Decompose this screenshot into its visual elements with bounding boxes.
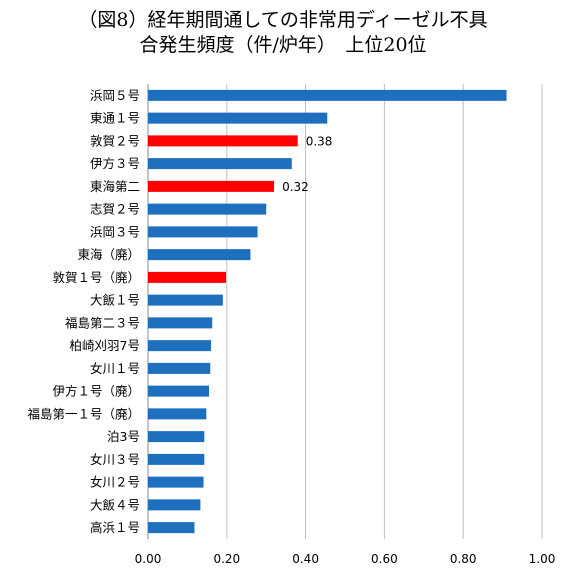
- bar: [148, 453, 205, 465]
- category-label: 大飯４号: [90, 497, 140, 512]
- x-tick-label: 1.00: [529, 552, 556, 566]
- bar: [148, 340, 212, 352]
- bar: [148, 135, 298, 147]
- category-label: 浜岡３号: [90, 224, 140, 239]
- category-label: 女川２号: [90, 475, 140, 490]
- category-label: 東海（廃）: [77, 247, 140, 262]
- bar: [148, 89, 507, 101]
- data-label: 0.32: [282, 180, 309, 194]
- x-tick-label: 0.80: [450, 552, 477, 566]
- bar: [148, 271, 227, 283]
- category-label: 浜岡５号: [90, 88, 140, 103]
- bar: [148, 294, 223, 306]
- x-tick-label: 0.60: [371, 552, 398, 566]
- bar: [148, 317, 213, 329]
- bar: [148, 408, 207, 420]
- category-label: 伊方１号（廃）: [52, 384, 140, 399]
- category-label: 敦賀２号: [90, 133, 140, 148]
- bar: [148, 226, 258, 238]
- bar: [148, 249, 251, 261]
- bar: [148, 431, 205, 443]
- bar: [148, 180, 275, 192]
- chart-title-line-2: 合発生頻度（件/炉年） 上位20位: [139, 34, 427, 56]
- category-label: 大飯１号: [90, 293, 140, 308]
- data-labels: 0.38 0.32: [282, 134, 332, 194]
- bar: [148, 476, 204, 488]
- category-label: 福島第二３号: [65, 315, 140, 330]
- gridlines: [147, 84, 543, 539]
- bar: [148, 522, 195, 534]
- category-label: 東通１号: [90, 111, 140, 126]
- category-label: 柏崎刈羽7号: [70, 338, 140, 353]
- category-label: 女川１号: [90, 361, 140, 376]
- bar: [148, 362, 211, 374]
- category-label: 泊3号: [107, 429, 140, 444]
- category-label: 志賀２号: [90, 202, 140, 217]
- category-label: 敦賀１号（廃）: [52, 270, 140, 285]
- category-label: 伊方３号: [90, 156, 140, 171]
- bar: [148, 112, 328, 124]
- category-label: 福島第一１号（廃）: [27, 406, 140, 421]
- bar: [148, 385, 210, 397]
- bar: [148, 499, 201, 511]
- category-label: 高浜１号: [90, 520, 140, 535]
- x-tick-label: 0.20: [213, 552, 240, 566]
- category-label: 女川３号: [90, 452, 140, 467]
- bar: [148, 203, 267, 215]
- x-tick-labels: 0.00 0.20 0.40 0.60 0.80 1.00: [135, 552, 556, 566]
- bar: [148, 158, 292, 170]
- chart-title-line-1: （図8）経年期間通しての非常用ディーゼル不具: [78, 9, 488, 31]
- x-tick-label: 0.40: [292, 552, 319, 566]
- category-label: 東海第二: [90, 179, 140, 194]
- data-label: 0.38: [306, 134, 333, 148]
- bars: [148, 89, 507, 534]
- x-tick-label: 0.00: [135, 552, 162, 566]
